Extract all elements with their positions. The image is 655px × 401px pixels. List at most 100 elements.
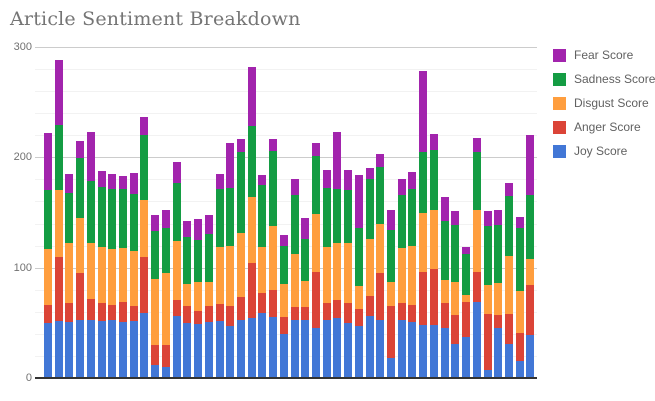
bar-segment-disgust-score[interactable] <box>494 283 503 316</box>
bar-segment-anger-score[interactable] <box>376 273 385 320</box>
bar-segment-disgust-score[interactable] <box>119 247 128 302</box>
bar-segment-fear-score[interactable] <box>151 214 160 232</box>
bar-segment-disgust-score[interactable] <box>365 239 374 297</box>
bar-segment-joy-score[interactable] <box>65 321 74 378</box>
bar-segment-sadness-score[interactable] <box>526 194 535 259</box>
stacked-bar[interactable] <box>172 161 181 378</box>
bar-segment-joy-score[interactable] <box>419 325 428 378</box>
bar-segment-anger-score[interactable] <box>226 306 235 327</box>
bar-segment-joy-score[interactable] <box>290 319 299 378</box>
bar-segment-sadness-score[interactable] <box>301 239 310 281</box>
bar-segment-joy-score[interactable] <box>119 321 128 378</box>
bar-segment-anger-score[interactable] <box>290 307 299 320</box>
stacked-bar[interactable] <box>526 135 535 378</box>
bar-segment-fear-score[interactable] <box>258 175 267 185</box>
bar-segment-fear-score[interactable] <box>215 173 224 190</box>
bar-segment-joy-score[interactable] <box>354 326 363 378</box>
bar-segment-anger-score[interactable] <box>354 308 363 327</box>
stacked-bar[interactable] <box>226 143 235 378</box>
bar-segment-fear-score[interactable] <box>472 137 481 152</box>
bar-segment-sadness-score[interactable] <box>108 189 117 249</box>
bar-segment-joy-score[interactable] <box>440 328 449 378</box>
bar-segment-anger-score[interactable] <box>462 301 471 338</box>
bar-segment-fear-score[interactable] <box>54 60 63 126</box>
bar-segment-anger-score[interactable] <box>247 263 256 319</box>
bar-segment-sadness-score[interactable] <box>397 194 406 248</box>
bar-segment-joy-score[interactable] <box>44 322 52 378</box>
bar-segment-joy-score[interactable] <box>365 316 374 378</box>
bar-segment-anger-score[interactable] <box>365 296 374 317</box>
bar-segment-disgust-score[interactable] <box>526 258 535 286</box>
bar-segment-fear-score[interactable] <box>376 154 385 168</box>
bar-segment-disgust-score[interactable] <box>344 243 353 303</box>
bar-segment-disgust-score[interactable] <box>215 246 224 305</box>
stacked-bar[interactable] <box>194 219 203 378</box>
bar-segment-anger-score[interactable] <box>429 268 438 326</box>
stacked-bar[interactable] <box>301 218 310 378</box>
bar-segment-sadness-score[interactable] <box>183 236 192 285</box>
bar-segment-fear-score[interactable] <box>387 210 396 231</box>
bar-segment-fear-score[interactable] <box>419 71 428 152</box>
bar-segment-fear-score[interactable] <box>344 169 353 191</box>
bar-segment-joy-score[interactable] <box>129 320 138 378</box>
bar-segment-joy-score[interactable] <box>515 361 524 378</box>
bar-segment-sadness-score[interactable] <box>44 190 52 249</box>
bar-segment-disgust-score[interactable] <box>76 218 85 274</box>
bar-segment-sadness-score[interactable] <box>365 179 374 239</box>
bar-segment-sadness-score[interactable] <box>408 189 417 246</box>
bar-segment-sadness-score[interactable] <box>451 224 460 283</box>
stacked-bar[interactable] <box>354 175 363 378</box>
bar-segment-anger-score[interactable] <box>258 293 267 313</box>
bar-segment-fear-score[interactable] <box>194 219 203 241</box>
bar-segment-joy-score[interactable] <box>312 328 320 378</box>
stacked-bar[interactable] <box>322 169 331 378</box>
stacked-bar[interactable] <box>236 138 245 378</box>
bar-segment-sadness-score[interactable] <box>236 151 245 234</box>
stacked-bar[interactable] <box>429 134 438 378</box>
bar-segment-anger-score[interactable] <box>451 315 460 344</box>
bar-segment-fear-score[interactable] <box>86 132 95 181</box>
bar-segment-disgust-score[interactable] <box>183 284 192 307</box>
bar-segment-anger-score[interactable] <box>322 302 331 320</box>
bar-segment-fear-score[interactable] <box>429 134 438 150</box>
bar-segment-disgust-score[interactable] <box>515 290 524 333</box>
bar-segment-disgust-score[interactable] <box>236 233 245 298</box>
bar-segment-anger-score[interactable] <box>526 285 535 335</box>
bar-segment-anger-score[interactable] <box>44 305 52 323</box>
stacked-bar[interactable] <box>76 140 85 378</box>
bar-segment-disgust-score[interactable] <box>408 245 417 306</box>
bar-segment-sadness-score[interactable] <box>279 245 288 285</box>
bar-segment-sadness-score[interactable] <box>504 195 513 256</box>
stacked-bar[interactable] <box>290 179 299 378</box>
stacked-bar[interactable] <box>408 171 417 378</box>
legend-item[interactable]: Anger Score <box>553 119 655 135</box>
bar-segment-fear-score[interactable] <box>226 143 235 189</box>
bar-segment-sadness-score[interactable] <box>151 231 160 279</box>
bar-segment-fear-score[interactable] <box>526 135 535 195</box>
bar-segment-fear-score[interactable] <box>279 234 288 246</box>
bar-segment-sadness-score[interactable] <box>76 158 85 219</box>
stacked-bar[interactable] <box>161 210 170 378</box>
bar-segment-disgust-score[interactable] <box>462 295 471 302</box>
bar-segment-disgust-score[interactable] <box>151 278 160 345</box>
bar-segment-joy-score[interactable] <box>97 320 106 378</box>
bar-segment-anger-score[interactable] <box>472 272 481 302</box>
bar-segment-disgust-score[interactable] <box>397 247 406 303</box>
bar-segment-sadness-score[interactable] <box>129 193 138 252</box>
stacked-bar[interactable] <box>515 216 524 378</box>
bar-segment-sadness-score[interactable] <box>86 180 95 244</box>
bar-segment-joy-score[interactable] <box>333 318 342 378</box>
bar-segment-disgust-score[interactable] <box>483 285 492 315</box>
bar-segment-sadness-score[interactable] <box>204 233 213 283</box>
bar-segment-disgust-score[interactable] <box>108 248 117 306</box>
stacked-bar[interactable] <box>472 137 481 378</box>
bar-segment-fear-score[interactable] <box>65 173 74 193</box>
stacked-bar[interactable] <box>397 179 406 378</box>
stacked-bar[interactable] <box>204 214 213 378</box>
bar-segment-fear-score[interactable] <box>333 131 342 190</box>
bar-segment-fear-score[interactable] <box>172 161 181 183</box>
stacked-bar[interactable] <box>376 154 385 378</box>
bar-segment-joy-score[interactable] <box>494 328 503 378</box>
bar-segment-anger-score[interactable] <box>301 307 310 320</box>
bar-segment-sadness-score[interactable] <box>354 227 363 287</box>
